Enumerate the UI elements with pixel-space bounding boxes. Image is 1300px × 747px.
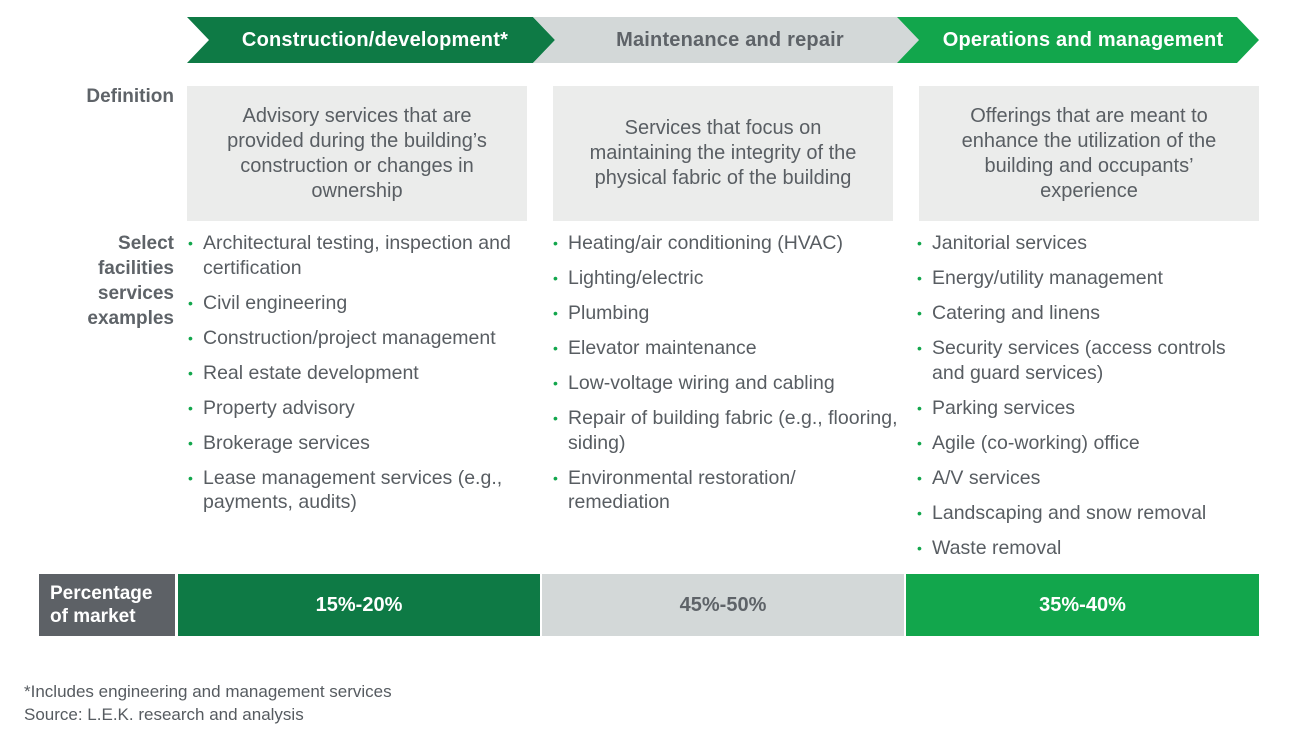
list-item: Real estate development <box>188 361 533 386</box>
examples-label-line: services <box>97 283 174 304</box>
list-item: Repair of building fabric (e.g., floorin… <box>553 406 898 455</box>
list-item: Janitorial services <box>917 231 1262 256</box>
list-item: Catering and linens <box>917 301 1262 326</box>
list-item: Plumbing <box>553 301 898 326</box>
operations-examples-list: Janitorial services Energy/utility manag… <box>917 231 1262 571</box>
list-item: Civil engineering <box>188 291 533 316</box>
list-item: Waste removal <box>917 536 1262 561</box>
definition-maintenance: Services that focus on maintaining the i… <box>553 86 893 221</box>
list-item: A/V services <box>917 466 1262 491</box>
percentage-construction: 15%-20% <box>178 574 540 636</box>
construction-examples-list: Architectural testing, inspection and ce… <box>188 231 533 525</box>
stage-operations-label: Operations and management <box>942 28 1224 51</box>
percentage-maintenance: 45%-50% <box>542 574 904 636</box>
definition-row-label: Definition <box>86 86 174 107</box>
list-item: Architectural testing, inspection and ce… <box>188 231 533 280</box>
stage-construction-label: Construction/development* <box>241 28 509 51</box>
list-item: Security services (access controls and g… <box>917 336 1262 385</box>
examples-row-label: Select facilities services examples <box>54 231 174 331</box>
list-item: Elevator maintenance <box>553 336 898 361</box>
definition-construction: Advisory services that are provided duri… <box>187 86 527 221</box>
stage-maintenance-label: Maintenance and repair <box>616 28 844 51</box>
definition-operations: Offerings that are meant to enhance the … <box>919 86 1259 221</box>
list-item: Heating/air conditioning (HVAC) <box>553 231 898 256</box>
list-item: Energy/utility management <box>917 266 1262 291</box>
list-item: Low-voltage wiring and cabling <box>553 371 898 396</box>
list-item: Lease management services (e.g., payment… <box>188 466 533 515</box>
examples-label-line: examples <box>87 308 174 329</box>
stage-operations-chevron: Operations and management <box>897 17 1259 63</box>
stage-maintenance-chevron: Maintenance and repair <box>533 17 919 63</box>
percentage-label-line: Percentage <box>50 583 153 604</box>
list-item: Landscaping and snow removal <box>917 501 1262 526</box>
list-item: Agile (co-working) office <box>917 431 1262 456</box>
list-item: Property advisory <box>188 396 533 421</box>
percentage-row-label: Percentage of market <box>39 574 175 636</box>
examples-label-line: Select <box>118 233 174 254</box>
stage-construction-chevron: Construction/development* <box>187 17 555 63</box>
list-item: Environmental restoration/ remediation <box>553 466 898 515</box>
percentage-operations: 35%-40% <box>906 574 1259 636</box>
list-item: Construction/project management <box>188 326 533 351</box>
footnote: *Includes engineering and management ser… <box>24 682 392 701</box>
source-note: Source: L.E.K. research and analysis <box>24 705 304 724</box>
list-item: Parking services <box>917 396 1262 421</box>
examples-label-line: facilities <box>97 258 174 279</box>
maintenance-examples-list: Heating/air conditioning (HVAC) Lighting… <box>553 231 898 525</box>
percentage-label-line: of market <box>50 606 136 627</box>
list-item: Brokerage services <box>188 431 533 456</box>
list-item: Lighting/electric <box>553 266 898 291</box>
